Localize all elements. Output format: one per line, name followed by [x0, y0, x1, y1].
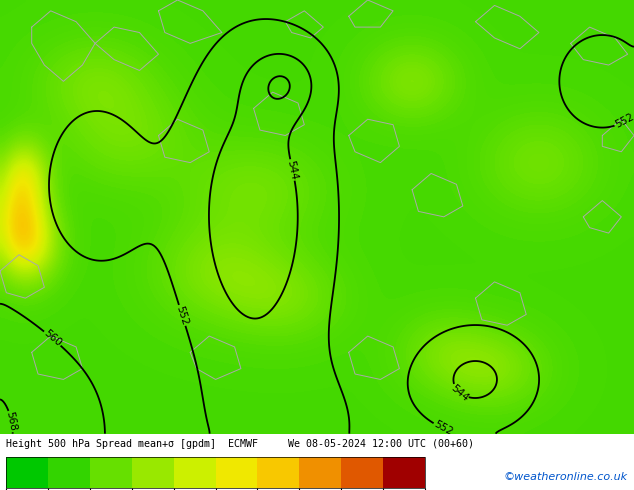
Text: 544: 544	[450, 383, 471, 403]
Text: 552: 552	[613, 112, 634, 130]
Text: 560: 560	[42, 328, 63, 349]
Text: 568: 568	[4, 411, 18, 432]
Text: 552: 552	[174, 304, 190, 326]
Text: ©weatheronline.co.uk: ©weatheronline.co.uk	[504, 472, 628, 482]
Text: 552: 552	[432, 419, 455, 438]
Text: 544: 544	[286, 159, 299, 181]
Text: Height 500 hPa Spread mean+σ [gpdm]  ECMWF     We 08-05-2024 12:00 UTC (00+60): Height 500 hPa Spread mean+σ [gpdm] ECMW…	[6, 439, 474, 449]
